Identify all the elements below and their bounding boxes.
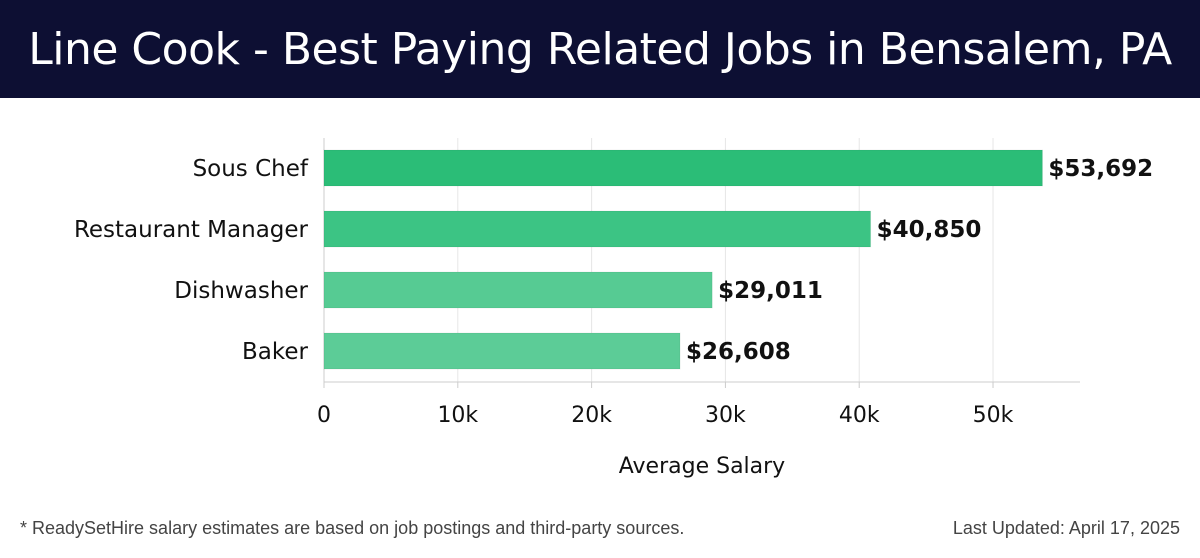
last-updated-text: Last Updated: April 17, 2025: [952, 518, 1180, 538]
value-label-1: $40,850: [877, 217, 982, 243]
value-label-3: $26,608: [686, 339, 791, 365]
bar-2: [323, 271, 713, 309]
bar-0: [323, 149, 1043, 187]
value-label-0: $53,692: [1048, 156, 1153, 182]
category-label-1: Restaurant Manager: [74, 217, 309, 243]
bar-3: [323, 332, 681, 370]
category-label-2: Dishwasher: [174, 278, 308, 304]
x-tick-label-5: 50k: [973, 403, 1014, 428]
x-tick-label-2: 20k: [571, 403, 612, 428]
bar-chart: Sous Chef $53,692 Restaurant Manager $40,85…: [74, 138, 1153, 479]
x-tick-label-4: 40k: [839, 403, 880, 428]
x-tick-label-3: 30k: [705, 403, 746, 428]
bar-1: [323, 210, 872, 248]
chart-title: Line Cook - Best Paying Related Jobs in …: [28, 23, 1172, 75]
x-tick-label-1: 10k: [437, 403, 478, 428]
source-footnote: * ReadySetHire salary estimates are base…: [20, 518, 685, 538]
x-tick-label-0: 0: [317, 403, 331, 428]
x-axis-title: Average Salary: [619, 454, 785, 479]
category-label-3: Baker: [242, 339, 309, 365]
category-label-0: Sous Chef: [193, 156, 309, 182]
chart-header: Line Cook - Best Paying Related Jobs in …: [0, 0, 1200, 98]
value-label-2: $29,011: [718, 278, 823, 304]
